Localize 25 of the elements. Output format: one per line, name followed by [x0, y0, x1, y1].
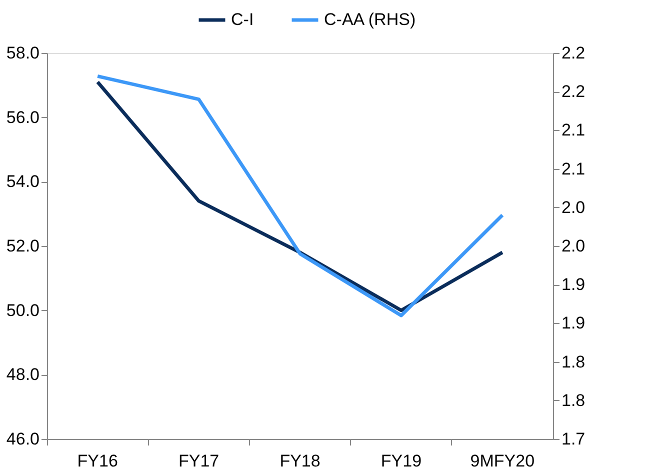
y2-tick-label: 1.8 [562, 390, 586, 410]
y-tick-label: 48.0 [6, 365, 40, 384]
y-tick-label: 54.0 [6, 172, 40, 192]
x-tick-label: FY19 [380, 452, 422, 470]
x-tick-label: FY18 [280, 452, 320, 470]
y2-tick-label: 2.2 [562, 82, 586, 102]
y2-tick-label: 1.8 [562, 352, 586, 372]
y-tick-label: 56.0 [6, 108, 40, 127]
legend-label: C-AA (RHS) [324, 10, 416, 29]
y-tick-label: 58.0 [6, 44, 40, 62]
y2-tick-label: 2.0 [562, 236, 586, 256]
x-tick-label: FY17 [178, 452, 220, 470]
y2-tick-label: 2.1 [562, 120, 586, 140]
y2-tick-label: 2.0 [562, 198, 586, 217]
y-tick-label: 50.0 [6, 300, 40, 320]
y2-tick-label: 1.7 [562, 430, 586, 448]
x-tick-label: 9MFY20 [470, 452, 535, 470]
y-tick-label: 52.0 [6, 236, 40, 256]
y2-tick-label: 1.9 [562, 314, 586, 333]
y2-tick-label: 2.1 [562, 159, 586, 178]
x-tick-label: FY16 [77, 452, 118, 470]
legend-label: C-I [231, 10, 254, 29]
y2-tick-label: 1.9 [562, 275, 586, 294]
y-tick-label: 46.0 [6, 430, 40, 448]
y2-tick-label: 2.2 [562, 44, 586, 62]
